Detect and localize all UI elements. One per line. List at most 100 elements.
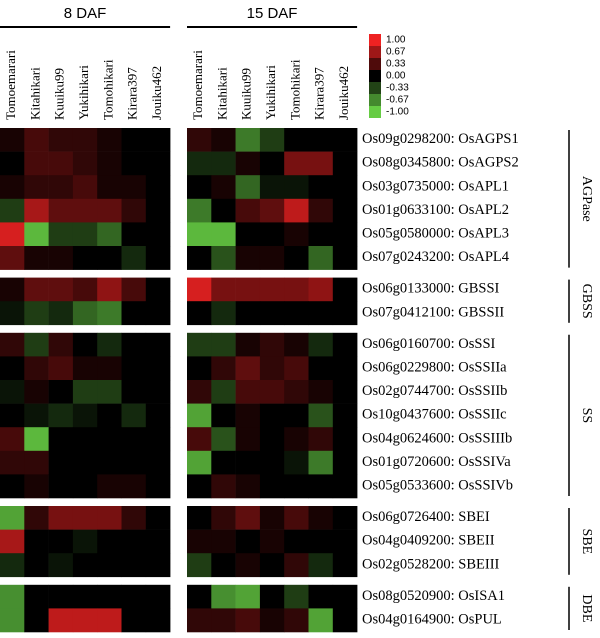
heatmap-cell [284, 450, 309, 475]
heatmap-cell [259, 506, 285, 530]
heatmap-cell [145, 427, 171, 452]
heatmap-cell [72, 380, 98, 404]
heatmap-cell [259, 553, 285, 578]
heatmap-cell [24, 151, 49, 176]
heatmap-cell [24, 450, 49, 475]
heatmap-cell [24, 427, 49, 452]
heatmap-cell [308, 380, 334, 404]
heatmap-cell [332, 332, 358, 357]
row-label: Os06g0726400: SBEI [362, 509, 490, 525]
heatmap-cell [284, 277, 309, 302]
heatmap-cell [24, 608, 49, 633]
heatmap-cell [48, 403, 74, 428]
heatmap-cell [145, 608, 171, 633]
heatmap-cell [145, 332, 171, 357]
heatmap-cell [259, 301, 285, 326]
heatmap-cell [187, 246, 212, 270]
heatmap-cell [187, 301, 212, 326]
heatmap-cell [211, 380, 236, 404]
heatmap-cell [259, 128, 285, 152]
heatmap-cell [308, 128, 334, 152]
heatmap-cell [0, 506, 25, 530]
heatmap-cell [97, 356, 122, 381]
heatmap-cell [211, 128, 236, 152]
heatmap-cell [259, 356, 285, 381]
column-label: Jouiku462 [336, 66, 351, 120]
column-label: Kuuiku99 [239, 68, 254, 120]
heatmap-cell [72, 175, 98, 200]
heatmap-cell [121, 356, 147, 381]
colorbar-block [369, 34, 381, 46]
heatmap-cell [284, 553, 309, 578]
heatmap-cell [332, 608, 358, 633]
heatmap-cell [0, 332, 25, 357]
heatmap-cell [48, 175, 74, 200]
colorbar-label: -1.00 [386, 107, 409, 118]
heatmap-cell [121, 450, 147, 475]
heatmap-cell [97, 380, 122, 404]
heatmap-cell [48, 246, 74, 270]
heatmap-cell [48, 277, 74, 302]
heatmap-cell [48, 332, 74, 357]
heatmap-cell [308, 506, 334, 530]
heatmap-cell [332, 198, 358, 223]
heatmap-cell [235, 198, 261, 223]
group-label: AGPase [579, 176, 594, 222]
heatmap-cell [332, 584, 358, 609]
colorbar-label: 1.00 [386, 35, 406, 46]
heatmap-cell [284, 403, 309, 428]
heatmap-cell [48, 301, 74, 326]
heatmap-cell [211, 608, 236, 633]
heatmap-cell [145, 301, 171, 326]
heatmap-cell [235, 246, 261, 270]
heatmap-cell [145, 198, 171, 223]
heatmap-cell [121, 222, 147, 247]
row-label: Os06g0160700: OsSSI [362, 336, 496, 352]
heatmap-cell [211, 584, 236, 609]
heatmap-cell [284, 506, 309, 530]
heatmap-cell [235, 332, 261, 357]
colorbar-block [369, 94, 381, 106]
heatmap-cell [284, 222, 309, 247]
panel-title: 8 DAF [64, 5, 107, 22]
heatmap-cell [48, 474, 74, 499]
heatmap-cell [0, 175, 25, 200]
heatmap-cell [145, 450, 171, 475]
heatmap-cell [121, 474, 147, 499]
heatmap-cell [24, 301, 49, 326]
row-label: Os04g0409200: SBEII [362, 533, 495, 549]
heatmap-cell [145, 246, 171, 270]
heatmap-cell [187, 356, 212, 381]
heatmap-cell [284, 529, 309, 554]
row-label: Os02g0528200: SBEIII [362, 556, 500, 572]
heatmap-cell [308, 608, 334, 633]
heatmap-cell [72, 608, 98, 633]
heatmap-cell [0, 553, 25, 578]
row-label: Os04g0624600: OsSSIIIb [362, 430, 512, 446]
heatmap-cell [284, 151, 309, 176]
heatmap-cell [235, 175, 261, 200]
heatmap-cell [308, 529, 334, 554]
heatmap-cell [145, 506, 171, 530]
row-label: Os07g0412100: GBSSII [362, 304, 504, 320]
heatmap-cell [0, 380, 25, 404]
heatmap-cell [48, 151, 74, 176]
heatmap-cell [284, 175, 309, 200]
heatmap-cell [332, 175, 358, 200]
row-label: Os06g0133000: GBSSI [362, 281, 500, 297]
row-label: Os01g0720600: OsSSIVa [362, 454, 511, 470]
heatmap-cell [72, 151, 98, 176]
heatmap-cell [235, 222, 261, 247]
row-label: Os08g0345800: OsAGPS2 [362, 155, 519, 171]
colorbar-block [369, 106, 381, 118]
heatmap-cell [24, 553, 49, 578]
heatmap-cell [72, 301, 98, 326]
heatmap-cell [235, 529, 261, 554]
group-label: DBE [579, 594, 594, 622]
heatmap-cell [187, 380, 212, 404]
heatmap-cell [187, 198, 212, 223]
heatmap-cell [0, 474, 25, 499]
heatmap-cell [259, 175, 285, 200]
heatmap-cell [211, 553, 236, 578]
heatmap-cell [72, 277, 98, 302]
